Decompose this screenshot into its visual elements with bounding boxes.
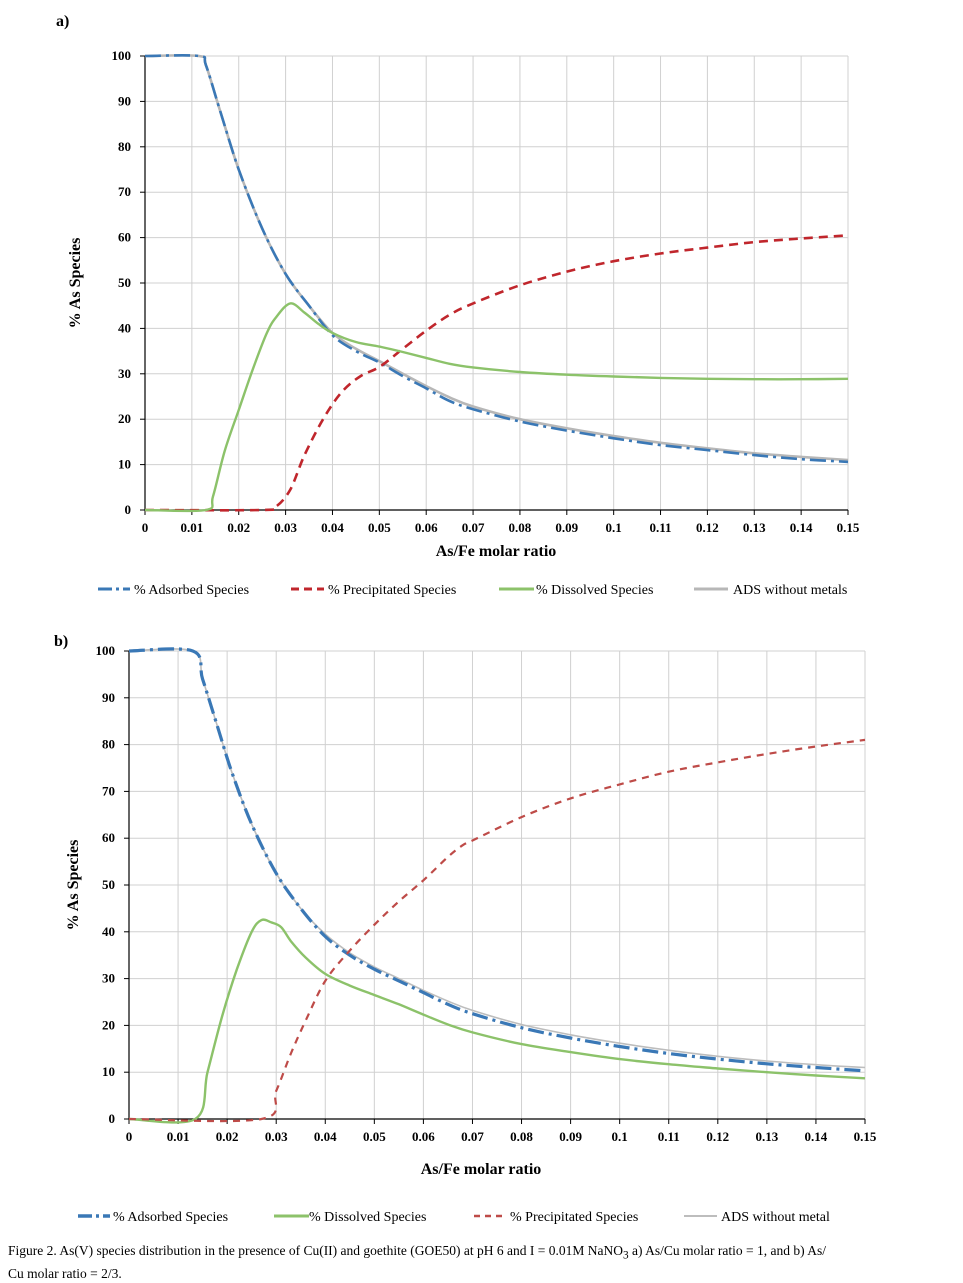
panel-b-xtick-label-3: 0.03: [265, 1129, 288, 1144]
panel-b-ytick-label-7: 70: [102, 783, 115, 798]
panel-a-xtick-label-8: 0.08: [509, 520, 532, 535]
caption-subscript: 3: [622, 1249, 629, 1262]
caption-text-part1: Figure 2. As(V) species distribution in …: [8, 1243, 623, 1258]
panel-b-series-adsorbed-species: [128, 647, 866, 1073]
panel-b-ytick-label-4: 40: [102, 924, 115, 939]
panel-a-ytick-label-2: 20: [118, 411, 131, 426]
panel-b-ytick-label-3: 30: [102, 971, 115, 986]
panel-a-y-axis-title: % As Species: [67, 238, 84, 329]
panel-b-series: [128, 647, 866, 1124]
panel-a-ticks: 0 10 20 30 40 50 60 70 80 90 100 0 0.01 0.02 0.03 0.04 0…: [112, 48, 860, 535]
legend-a-precipitated-label: % Precipitated Species: [328, 583, 456, 598]
panel-a-ytick-label-8: 80: [118, 139, 131, 154]
legend-b-ads-without-label: ADS without metal: [721, 1210, 830, 1225]
panel-a-xtick-label-15: 0.15: [837, 520, 860, 535]
panel-b-y-axis-title: % As Species: [65, 840, 82, 931]
panel-b-ytick-label-5: 50: [102, 877, 115, 892]
panel-b-xtick-label-12: 0.12: [706, 1129, 729, 1144]
caption-text-part2: a) As/Cu molar ratio = 1, and b) As/: [628, 1243, 826, 1258]
legend-a-adsorbed-label: % Adsorbed Species: [134, 583, 249, 598]
panel-b-ytick-label-6: 60: [102, 830, 115, 845]
panel-a-xtick-label-9: 0.09: [555, 520, 578, 535]
panel-a-xtick-label-3: 0.03: [274, 520, 297, 535]
legend-b-precipitated-label: % Precipitated Species: [510, 1210, 638, 1225]
panel-a-ytick-label-4: 40: [118, 320, 131, 335]
panel-a-grid: [145, 55, 849, 510]
legend-b-dissolved-label: % Dissolved Species: [309, 1210, 426, 1225]
panel-a-ytick-label-5: 50: [118, 275, 131, 290]
panel-b-xtick-label-15: 0.15: [854, 1129, 877, 1144]
caption-text-line2: Cu molar ratio = 2/3.: [8, 1265, 122, 1281]
panel-b-series-precipitated-species: [128, 738, 866, 1123]
panel-b-ticks: 0 10 20 30 40 50 60 70 80 90 100 0 0.01 0.02 0.03 0.04 0…: [96, 643, 877, 1144]
panel-b-xtick-label-4: 0.04: [314, 1129, 337, 1144]
panel-b-ytick-label-8: 80: [102, 737, 115, 752]
panel-b-ytick-label-0: 0: [109, 1111, 116, 1126]
panel-a-xtick-label-5: 0.05: [368, 520, 391, 535]
panel-a-ytick-label-3: 30: [118, 366, 131, 381]
panel-a-ytick-label-7: 70: [118, 184, 131, 199]
panel-b-ytick-label-10: 100: [96, 643, 116, 658]
panel-a: a) 0 10 20 30 40 50 60 70 80 90 100 0 0.01 0.02 0.03 0.…: [56, 13, 860, 598]
figure-caption: Figure 2. As(V) species distribution in …: [8, 1242, 948, 1282]
panel-a-xtick-label-0: 0: [142, 520, 149, 535]
panel-a-series-dissolved-species: [144, 302, 849, 513]
panel-a-xtick-label-13: 0.13: [743, 520, 766, 535]
panel-b-xtick-label-2: 0.02: [216, 1129, 239, 1144]
panel-a-x-axis-title: As/Fe molar ratio: [436, 543, 557, 560]
panel-b-axes: [124, 650, 866, 1124]
panel-a-ytick-label-0: 0: [125, 502, 132, 517]
panel-a-legend: % Adsorbed Species % Precipitated Specie…: [98, 583, 847, 598]
panel-a-ytick-label-10: 100: [112, 48, 132, 63]
panel-a-xtick-label-12: 0.12: [696, 520, 719, 535]
panel-a-xtick-label-4: 0.04: [321, 520, 344, 535]
panel-b: b) 0 10 20 30 40 50 60 70 80 90 100 0 0.01 0.02 0.03 0.…: [54, 633, 877, 1225]
legend-a-ads-without-label: ADS without metals: [733, 583, 847, 598]
panel-b-series-ads-without-metal: [128, 648, 866, 1069]
panel-a-series-ads-without-metals: [144, 54, 849, 462]
panel-a-ytick-label-1: 10: [118, 457, 131, 472]
panel-b-xtick-label-1: 0.01: [167, 1129, 190, 1144]
panel-b-xtick-label-0: 0: [126, 1129, 133, 1144]
panel-b-xtick-label-14: 0.14: [805, 1129, 828, 1144]
panel-b-x-axis-title: As/Fe molar ratio: [421, 1161, 542, 1178]
panel-b-legend: % Adsorbed Species % Dissolved Species %…: [78, 1210, 830, 1225]
panel-a-axes: [140, 55, 849, 515]
panel-b-xtick-label-10: 0.1: [612, 1129, 628, 1144]
panel-b-ytick-label-2: 20: [102, 1017, 115, 1032]
panel-a-ytick-label-6: 60: [118, 230, 131, 245]
panel-b-xtick-label-5: 0.05: [363, 1129, 386, 1144]
panel-a-xtick-label-2: 0.02: [227, 520, 250, 535]
panel-a-series-precipitated-species: [144, 234, 849, 512]
panel-a-ytick-label-9: 90: [118, 93, 131, 108]
panel-b-xtick-label-9: 0.09: [559, 1129, 582, 1144]
legend-a-dissolved-label: % Dissolved Species: [536, 583, 653, 598]
panel-b-xtick-label-13: 0.13: [755, 1129, 778, 1144]
panel-b-grid: [129, 650, 866, 1119]
panel-b-xtick-label-6: 0.06: [412, 1129, 435, 1144]
panel-b-xtick-label-11: 0.11: [658, 1129, 680, 1144]
panel-b-xtick-label-7: 0.07: [461, 1129, 484, 1144]
panel-b-ytick-label-1: 10: [102, 1064, 115, 1079]
panel-a-xtick-label-1: 0.01: [180, 520, 203, 535]
panel-b-label: b): [54, 633, 68, 650]
panel-b-series-dissolved-species: [128, 918, 866, 1124]
legend-b-adsorbed-label: % Adsorbed Species: [113, 1210, 228, 1225]
panel-a-xtick-label-14: 0.14: [790, 520, 813, 535]
panel-b-ytick-label-9: 90: [102, 690, 115, 705]
panel-a-xtick-label-6: 0.06: [415, 520, 438, 535]
panel-b-xtick-label-8: 0.08: [510, 1129, 533, 1144]
panel-a-series-adsorbed-species: [144, 54, 849, 464]
panel-a-series: [144, 54, 849, 513]
panel-a-xtick-label-10: 0.1: [606, 520, 622, 535]
panel-a-label: a): [56, 13, 69, 30]
panel-a-xtick-label-7: 0.07: [462, 520, 485, 535]
panel-a-xtick-label-11: 0.11: [650, 520, 672, 535]
